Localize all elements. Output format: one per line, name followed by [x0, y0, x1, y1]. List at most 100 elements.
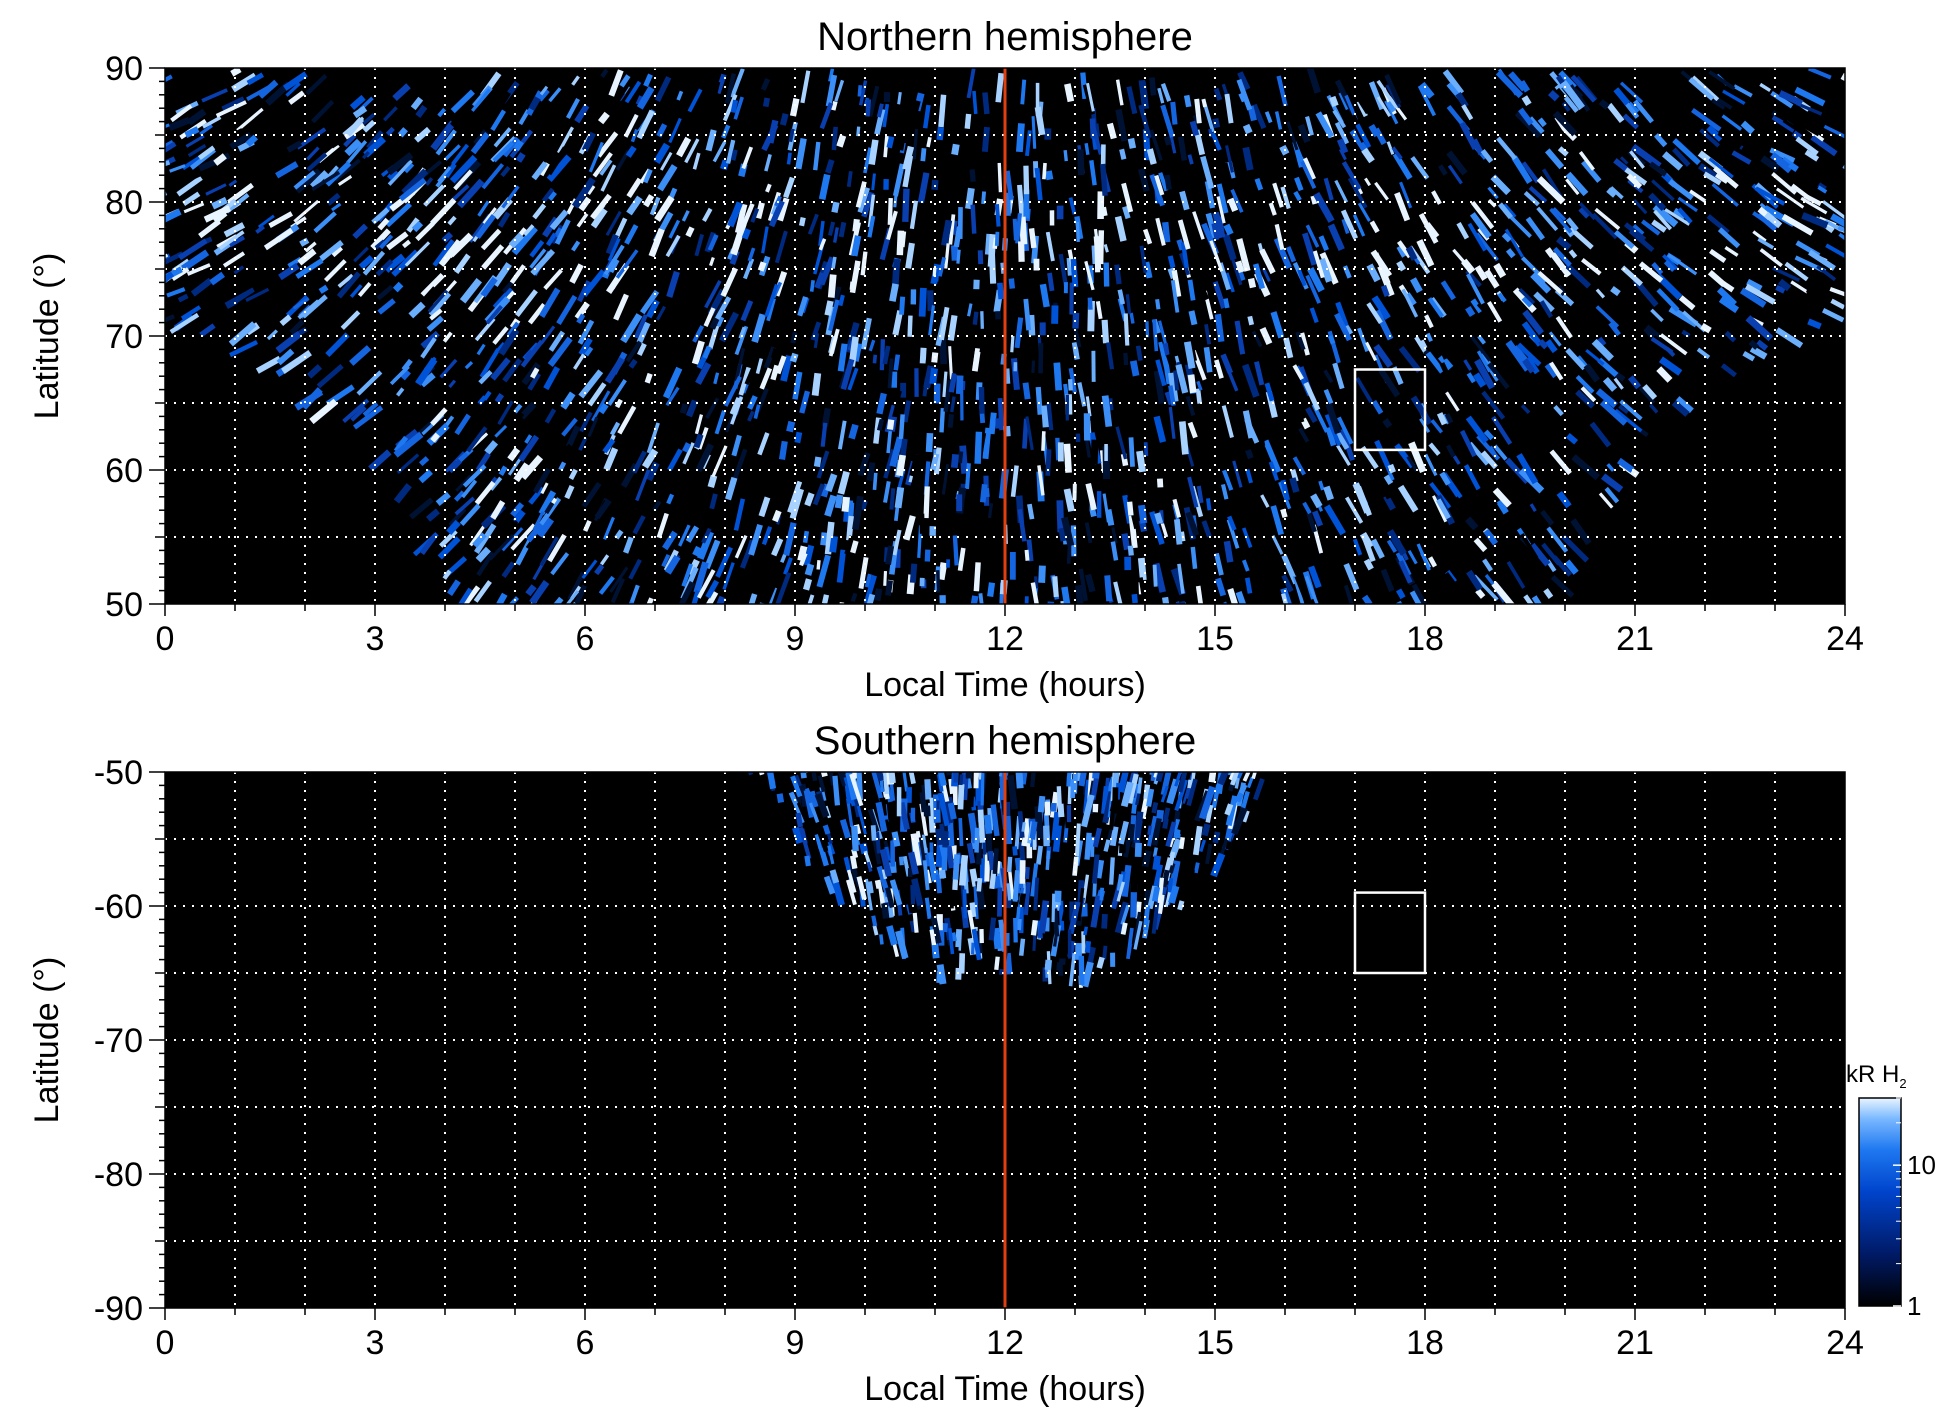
heatmap-cell	[755, 202, 765, 219]
heatmap-cell	[1423, 222, 1440, 240]
heatmap-cell	[1080, 794, 1095, 828]
heatmap-cell	[816, 450, 830, 479]
heatmap-cell	[296, 127, 327, 150]
heatmap-cell	[1744, 283, 1776, 305]
heatmap-cell	[956, 354, 963, 375]
heatmap-cell	[1212, 117, 1221, 129]
heatmap-cell	[1436, 412, 1448, 426]
heatmap-cell	[805, 772, 810, 774]
heatmap-cell	[1323, 485, 1334, 501]
heatmap-cell	[165, 156, 176, 166]
heatmap-cell	[1520, 533, 1539, 560]
heatmap-cell	[1770, 152, 1790, 170]
heatmap-cell	[937, 772, 947, 787]
heatmap-cell	[435, 491, 451, 506]
heatmap-cell	[759, 602, 766, 604]
heatmap-cell	[393, 431, 424, 458]
heatmap-cell	[1023, 881, 1031, 916]
heatmap-cell	[1292, 575, 1305, 604]
heatmap-cell	[952, 854, 960, 880]
heatmap-cell	[1252, 263, 1266, 290]
heatmap-cell	[1428, 366, 1445, 386]
heatmap-cell	[475, 546, 491, 563]
heatmap-cell	[1465, 415, 1489, 444]
heatmap-cell	[1242, 410, 1255, 439]
heatmap-cell	[1377, 265, 1395, 297]
heatmap-cell	[691, 589, 701, 604]
heatmap-cell	[966, 842, 976, 864]
heatmap-cell	[1290, 392, 1300, 410]
heatmap-cell	[1085, 396, 1092, 417]
heatmap-cell	[513, 462, 530, 483]
heatmap-cell	[1033, 877, 1040, 911]
heatmap-cell	[514, 289, 538, 317]
heatmap-cell	[1578, 206, 1591, 219]
heatmap-cell	[666, 270, 680, 298]
heatmap-cell	[1416, 543, 1431, 571]
heatmap-cell	[311, 170, 341, 192]
heatmap-cell	[1236, 238, 1251, 272]
heatmap-cell	[676, 90, 684, 101]
heatmap-cell	[1173, 370, 1180, 391]
heatmap-cell	[399, 369, 411, 381]
heatmap-cell	[1470, 200, 1495, 230]
heatmap-cell	[909, 920, 916, 933]
heatmap-cell	[661, 553, 671, 568]
heatmap-cell	[827, 845, 835, 865]
heatmap-cell	[917, 172, 930, 204]
heatmap-cell	[255, 225, 265, 234]
heatmap-cell	[783, 176, 795, 199]
heatmap-cell	[1740, 120, 1755, 135]
heatmap-cell	[1428, 442, 1441, 456]
heatmap-cell	[1371, 468, 1392, 500]
heatmap-cell	[165, 141, 177, 153]
heatmap-cell	[1578, 151, 1595, 171]
heatmap-cell	[1056, 961, 1064, 971]
heatmap-cell	[1417, 85, 1437, 117]
heatmap-cell	[608, 69, 624, 97]
heatmap-cell	[1463, 464, 1481, 491]
heatmap-cell	[387, 159, 413, 186]
heatmap-cell	[753, 404, 761, 420]
heatmap-cell	[510, 502, 525, 518]
heatmap-cell	[980, 311, 984, 329]
heatmap-cell	[887, 358, 894, 389]
heatmap-cell	[1506, 560, 1526, 589]
heatmap-cell	[1289, 477, 1300, 493]
heatmap-cell	[1428, 556, 1438, 568]
heatmap-cell	[1465, 269, 1482, 288]
heatmap-cell	[902, 400, 912, 423]
heatmap-cell	[1778, 90, 1804, 107]
heatmap-cell	[1272, 182, 1284, 208]
heatmap-cell	[635, 469, 651, 502]
heatmap-cell	[1022, 418, 1029, 449]
heatmap-cell	[1229, 252, 1243, 286]
heatmap-cell	[867, 808, 880, 833]
heatmap-cell	[565, 97, 580, 120]
heatmap-cell	[1045, 850, 1051, 870]
heatmap-cell	[789, 98, 800, 117]
heatmap-cell	[822, 824, 831, 835]
heatmap-cell	[1151, 902, 1160, 934]
heatmap-cell	[679, 403, 689, 415]
heatmap-cell	[716, 595, 726, 604]
heatmap-cell	[939, 338, 948, 365]
heatmap-cell	[1177, 219, 1191, 250]
heatmap-cell	[810, 321, 822, 341]
heatmap-cell	[600, 68, 609, 78]
heatmap-cell	[1564, 559, 1579, 575]
heatmap-cell	[866, 593, 876, 604]
heatmap-cell	[1548, 331, 1562, 347]
heatmap-cell	[1149, 173, 1165, 207]
heatmap-cell	[319, 239, 344, 262]
heatmap-cell	[168, 116, 191, 131]
heatmap-cell	[1776, 187, 1805, 209]
heatmap-cell	[962, 889, 968, 919]
heatmap-cell	[1035, 386, 1043, 415]
heatmap-cell	[684, 138, 700, 164]
heatmap-cell	[497, 211, 511, 228]
heatmap-cell	[885, 905, 894, 919]
heatmap-cell	[766, 298, 776, 322]
heatmap-cell	[1475, 588, 1486, 599]
